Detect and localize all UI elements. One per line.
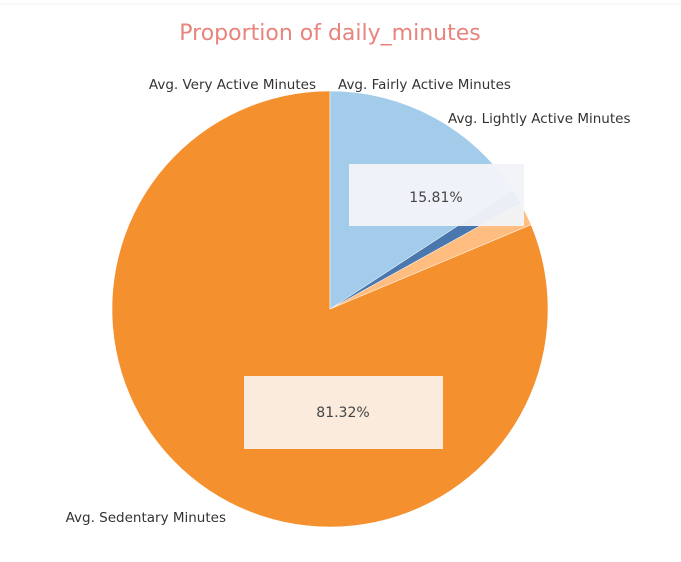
category-label-3: Avg. Fairly Active Minutes (338, 77, 511, 93)
chart-title: Proportion of daily_minutes (179, 21, 480, 46)
category-label-1: Avg. Sedentary Minutes (66, 510, 226, 526)
category-labels: Avg. Sedentary Minutes Avg. Very Active M… (66, 77, 631, 526)
category-label-2: Avg. Very Active Minutes (149, 77, 316, 93)
data-label-box-1 (244, 376, 443, 449)
category-label-4: Avg. Lightly Active Minutes (448, 111, 631, 127)
data-label-box-4 (349, 164, 524, 226)
data-labels: 81.32% 15.81% (244, 164, 524, 449)
data-label-4: 15.81% (409, 190, 462, 206)
data-label-1: 81.32% (316, 405, 369, 421)
pie-slices (111, 90, 549, 528)
